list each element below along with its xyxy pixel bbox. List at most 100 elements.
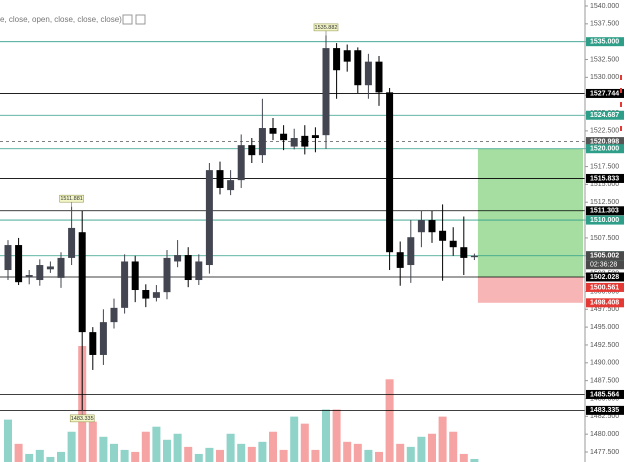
volume-bar — [173, 433, 182, 462]
candle-body — [121, 261, 129, 308]
candle-body — [89, 332, 97, 355]
volume-bar — [300, 423, 309, 462]
candle-body — [333, 48, 341, 71]
volume-bar — [99, 436, 108, 462]
y-tick-label: 1530.000 — [590, 74, 619, 81]
level-label-box — [586, 37, 624, 47]
candle-body — [205, 170, 213, 266]
volume-bar — [194, 453, 203, 462]
volume-bar — [258, 441, 267, 462]
target-zone — [477, 148, 583, 277]
candle-body — [15, 245, 23, 283]
level-label-box — [586, 405, 624, 415]
level-label: 1520.000 — [590, 146, 619, 153]
volume-bar — [46, 456, 55, 462]
level-label-box — [586, 298, 624, 308]
volume-bar — [67, 431, 76, 462]
volume-bar — [205, 447, 214, 462]
y-tick-label: 1497.500 — [590, 306, 619, 313]
level-label: 1500.561 — [590, 284, 619, 291]
level-label: 1502.028 — [590, 274, 619, 281]
volume-bar — [322, 409, 330, 462]
volume-bar — [406, 446, 415, 462]
candle-body — [439, 230, 447, 241]
volume-bar — [332, 409, 341, 462]
level-label-box — [586, 215, 624, 225]
volume-bar — [343, 441, 352, 462]
y-tick-label: 1522.500 — [590, 128, 619, 135]
volume-bar — [269, 431, 277, 462]
countdown: 02:36:28 — [590, 262, 617, 269]
candle-body — [428, 220, 436, 233]
y-tick-label: 1490.000 — [590, 360, 619, 367]
volume-bar — [449, 431, 458, 462]
volume-bar — [353, 443, 362, 462]
candle-body — [269, 128, 277, 134]
volume-bar — [396, 443, 405, 462]
candle-body — [57, 257, 65, 278]
level-label: 1483.335 — [590, 407, 619, 414]
y-tick-label: 1477.500 — [590, 449, 619, 456]
stop-zone — [477, 276, 583, 303]
candle-body — [280, 133, 288, 141]
candle-body — [174, 255, 182, 262]
candle-body — [364, 61, 372, 86]
level-label: 1520.998 — [590, 138, 619, 145]
volume-bar — [152, 426, 161, 462]
level-label-box — [586, 88, 624, 98]
candle-body — [322, 48, 330, 136]
candle-body — [184, 255, 192, 281]
settings-icon[interactable] — [122, 14, 133, 25]
axis-labels: 1477.5001480.0001482.5001485.0001487.500… — [585, 3, 624, 456]
level-label: 1485.564 — [590, 391, 619, 398]
volume-bar — [428, 433, 436, 462]
level-label: 1498.408 — [590, 300, 619, 307]
annotation-box — [313, 23, 339, 32]
level-label: 1524.687 — [590, 112, 619, 119]
y-tick-label: 1515.000 — [590, 181, 619, 188]
volume-bar — [14, 443, 23, 462]
candle-body — [227, 180, 235, 191]
close-icon[interactable] — [135, 14, 146, 25]
volume-bar — [163, 439, 171, 462]
volume-bar — [438, 416, 447, 462]
level-label: 1515.833 — [590, 175, 619, 182]
candle-body — [36, 265, 44, 281]
volume-bar — [311, 449, 320, 462]
volume-bar — [290, 416, 299, 462]
annotation-box — [59, 194, 84, 203]
candle-body — [375, 61, 383, 93]
y-tick-label: 1482.500 — [590, 413, 619, 420]
candle-body — [386, 92, 394, 253]
candle-body — [216, 170, 224, 188]
level-label-box — [586, 110, 624, 120]
volume-bar — [247, 446, 256, 462]
volume-bar — [4, 419, 12, 462]
candle-body — [68, 227, 76, 258]
level-label: 1511.303 — [590, 208, 619, 215]
countdown-box — [586, 260, 624, 270]
volume-bar — [459, 453, 468, 462]
candle-body — [417, 220, 425, 233]
volume-bar — [184, 446, 193, 462]
level-label-box — [586, 389, 624, 399]
volume-bar — [226, 433, 235, 462]
level-label-box — [586, 251, 624, 261]
y-tick-label: 1540.000 — [590, 3, 619, 10]
annotation-box — [69, 414, 95, 423]
candle-body — [449, 240, 457, 248]
candle-body — [343, 50, 351, 62]
y-tick-label: 1492.500 — [590, 342, 619, 349]
y-tick-label: 1495.000 — [590, 324, 619, 331]
candle-body — [46, 266, 54, 270]
candle-body — [470, 255, 478, 258]
candle-body — [301, 135, 309, 147]
candle-body — [163, 257, 171, 293]
annotation-label: 1535.882 — [315, 25, 338, 31]
candle-body — [460, 247, 468, 258]
y-tick-label: 1532.500 — [590, 56, 619, 63]
plot: 1535.882 1511.881 1483.335 — [0, 23, 585, 462]
volume-bar — [35, 449, 44, 462]
y-tick-label: 1480.000 — [590, 431, 619, 438]
volume-bar — [57, 451, 65, 462]
